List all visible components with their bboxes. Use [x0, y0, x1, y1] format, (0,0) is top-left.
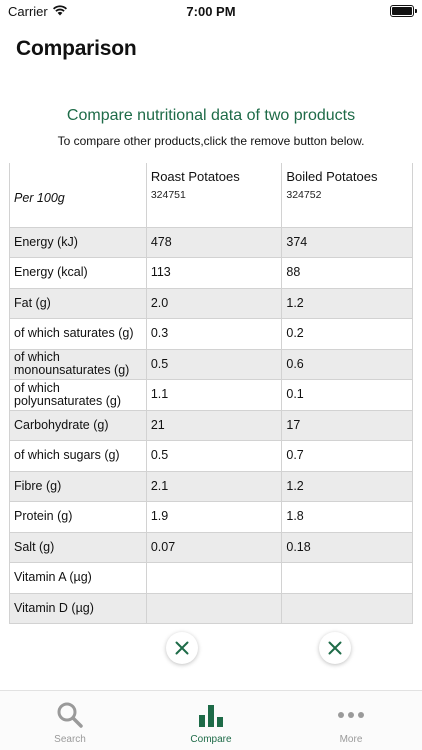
remove-product-2-button[interactable]: [319, 632, 351, 664]
nutrient-label: of which sugars (g): [9, 440, 147, 472]
nutrient-label: Vitamin D (µg): [9, 592, 147, 624]
nutrient-value-product-1: 0.5: [145, 440, 283, 472]
bar-chart-icon: [197, 701, 225, 734]
nutrient-label: Protein (g): [9, 501, 147, 533]
nutrient-value-product-1: 1.9: [145, 501, 283, 533]
nutrient-value-product-1: [145, 562, 283, 594]
nutrient-value-product-1: 0.5: [145, 348, 283, 380]
nutrient-value-product-2: 17: [281, 409, 413, 441]
nutrient-value-product-1: 2.1: [145, 470, 283, 502]
nutrient-label: Energy (kJ): [9, 226, 147, 258]
nutrient-value-product-1: 21: [145, 409, 283, 441]
nutrient-value-product-2: 0.7: [281, 440, 413, 472]
nutrient-value-product-1: 113: [145, 257, 283, 289]
product-header-1: Roast Potatoes 324751: [145, 163, 283, 228]
more-dots-icon: [337, 701, 365, 734]
compare-instructions: To compare other products,click the remo…: [57, 134, 365, 148]
nutrient-value-product-2: 0.1: [281, 379, 413, 411]
nutrient-label: Carbohydrate (g): [9, 409, 147, 441]
comparison-table: Per 100g Roast Potatoes 324751 Boiled Po…: [9, 163, 413, 624]
nutrient-value-product-1: 0.3: [145, 318, 283, 350]
table-row: Energy (kJ) 478 374: [9, 226, 413, 258]
nutrient-value-product-1: [145, 592, 283, 624]
table-row: Energy (kcal) 113 88: [9, 257, 413, 289]
nutrient-value-product-2: [281, 592, 413, 624]
nutrient-value-product-2: 1.8: [281, 501, 413, 533]
nutrient-label: Vitamin A (µg): [9, 562, 147, 594]
nutrient-value-product-2: 374: [281, 226, 413, 258]
nutrient-label: Energy (kcal): [9, 257, 147, 289]
product-name: Boiled Potatoes: [286, 169, 378, 184]
product-code: 324751: [150, 189, 186, 201]
nutrient-value-product-1: 2.0: [145, 287, 283, 319]
close-icon: [328, 641, 342, 655]
nutrient-value-product-2: 88: [281, 257, 413, 289]
table-row: Fibre (g) 2.1 1.2: [9, 470, 413, 502]
compare-heading: Compare nutritional data of two products: [66, 107, 356, 124]
nutrient-value-product-2: 0.6: [281, 348, 413, 380]
tab-label: More: [339, 734, 363, 745]
product-name: Roast Potatoes: [150, 169, 240, 184]
table-row: of which polyunsaturates (g) 1.1 0.1: [9, 379, 413, 411]
carrier-label: Carrier: [8, 4, 48, 19]
page-title: Comparison: [16, 37, 137, 60]
tab-bar: Search Compare More: [0, 690, 422, 750]
nutrient-label: of which monounsaturates (g): [9, 348, 147, 380]
nutrient-value-product-2: 0.18: [281, 531, 413, 563]
nutrient-value-product-2: [281, 562, 413, 594]
nutrient-label: of which polyunsaturates (g): [9, 379, 147, 411]
table-row: of which monounsaturates (g) 0.5 0.6: [9, 348, 413, 380]
tab-search[interactable]: Search: [0, 691, 140, 750]
nutrient-value-product-2: 1.2: [281, 470, 413, 502]
nutrient-value-product-2: 1.2: [281, 287, 413, 319]
table-row: Vitamin A (µg): [9, 562, 413, 594]
nutrient-value-product-1: 0.07: [145, 531, 283, 563]
table-row: Vitamin D (µg): [9, 592, 413, 624]
status-bar: Carrier 7:00 PM: [0, 0, 422, 22]
table-row: Carbohydrate (g) 21 17: [9, 409, 413, 441]
close-icon: [175, 641, 189, 655]
per-100g-label: Per 100g: [9, 163, 147, 228]
tab-more[interactable]: More: [281, 691, 421, 750]
nutrient-label: Salt (g): [9, 531, 147, 563]
search-icon: [56, 701, 84, 734]
nutrient-value-product-1: 1.1: [145, 379, 283, 411]
clock: 7:00 PM: [186, 4, 236, 19]
product-header-2: Boiled Potatoes 324752: [281, 163, 413, 228]
nutrient-label: of which saturates (g): [9, 318, 147, 350]
table-row: of which saturates (g) 0.3 0.2: [9, 318, 413, 350]
nutrient-value-product-1: 478: [145, 226, 283, 258]
table-row: Protein (g) 1.9 1.8: [9, 501, 413, 533]
nutrient-label: Fibre (g): [9, 470, 147, 502]
wifi-icon: [52, 4, 68, 19]
product-code: 324752: [286, 189, 322, 201]
table-row: of which sugars (g) 0.5 0.7: [9, 440, 413, 472]
tab-label: Compare: [190, 734, 232, 745]
table-row: Fat (g) 2.0 1.2: [9, 287, 413, 319]
table-row: Salt (g) 0.07 0.18: [9, 531, 413, 563]
battery-icon: [390, 5, 417, 17]
tab-label: Search: [54, 734, 86, 745]
nutrient-label: Fat (g): [9, 287, 147, 319]
table-header-row: Per 100g Roast Potatoes 324751 Boiled Po…: [9, 163, 413, 228]
nutrient-value-product-2: 0.2: [281, 318, 413, 350]
tab-compare[interactable]: Compare: [141, 691, 281, 750]
remove-product-1-button[interactable]: [166, 632, 198, 664]
